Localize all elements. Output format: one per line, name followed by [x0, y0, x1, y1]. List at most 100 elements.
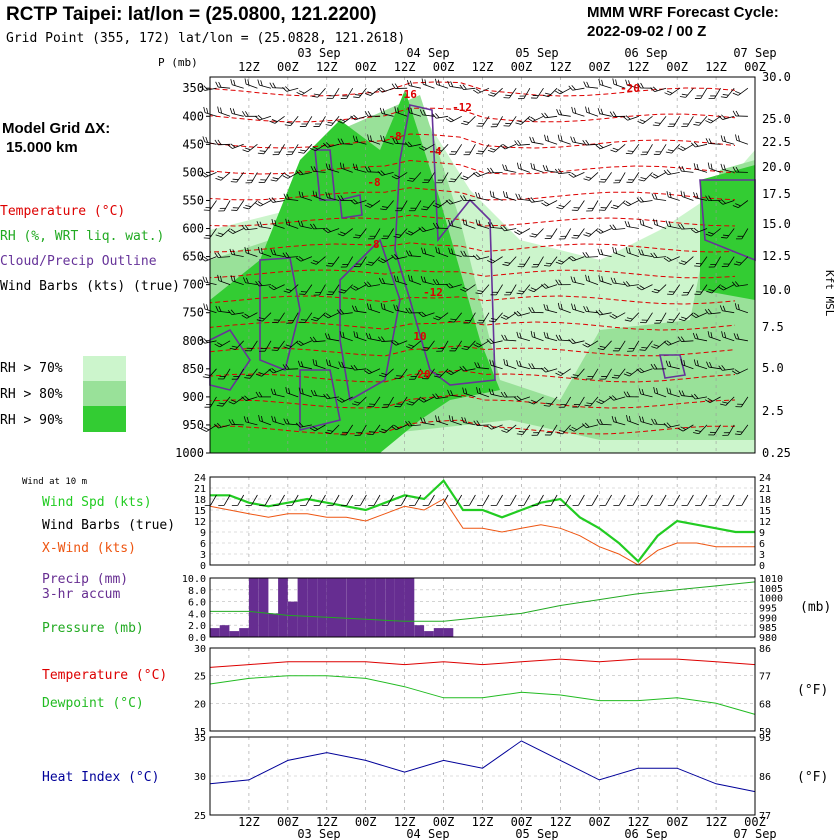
left-tick: 15: [194, 727, 206, 738]
wind-barb: [418, 396, 435, 403]
wind-barb: [377, 336, 394, 342]
surface-wind-barb: [477, 494, 490, 506]
wind-barb: [503, 116, 517, 127]
wind-barb: [718, 114, 735, 120]
wind-barb: [272, 312, 285, 324]
top-hour-label: 00Z: [511, 60, 533, 74]
wind-barb: [214, 422, 231, 429]
temperature-contour: [209, 369, 736, 383]
wind-barb: [626, 414, 640, 426]
wind-barb: [405, 228, 422, 236]
wind-barb: [201, 424, 217, 432]
wind-barb: [379, 107, 394, 117]
bottom-date-label: 06 Sep: [624, 827, 667, 840]
wind-barb: [326, 359, 340, 370]
top-date-label: 03 Sep: [297, 46, 340, 60]
wind-barb: [421, 340, 435, 351]
wind-barb: [340, 256, 354, 268]
wind-barb: [420, 275, 435, 285]
wind-barb: [597, 340, 612, 351]
right-tick: 995: [759, 604, 777, 615]
heat-index-line: [209, 740, 756, 793]
wind-barb: [447, 80, 462, 89]
wind-barb: [581, 422, 599, 429]
top-hour-label: 12Z: [238, 60, 260, 74]
right-tick: 12: [759, 517, 771, 528]
height-tick: 25.0: [762, 112, 791, 126]
wind-barb: [445, 199, 462, 205]
wind-barb: [625, 79, 639, 89]
wind-barb: [449, 144, 463, 155]
wind-barb: [625, 144, 640, 155]
wind-barb: [215, 81, 231, 89]
wind-barb: [230, 79, 244, 89]
top-hour-label: 12Z: [550, 60, 572, 74]
wind-barb: [418, 226, 435, 233]
wind-barb: [568, 255, 585, 262]
dewpoint-line: [209, 675, 756, 715]
wind-barb: [693, 116, 708, 126]
wind-panel-title: Wind at 10 m: [22, 477, 87, 487]
top-hour-label: 12Z: [394, 60, 416, 74]
wind-barb: [310, 165, 326, 173]
wind-barb: [583, 306, 599, 314]
wind-barb: [244, 246, 258, 257]
wind-barb: [202, 136, 217, 145]
wind-barb: [636, 284, 653, 291]
wind-barb: [254, 114, 272, 121]
surface-wind-barb: [381, 494, 394, 506]
pressure-tick: 800: [182, 334, 204, 348]
wind-barb: [433, 368, 449, 378]
model-grid-value: 15.000 km: [6, 139, 78, 156]
wind-barb: [366, 256, 381, 266]
wind-barb: [472, 254, 490, 260]
wind-barb: [568, 172, 585, 178]
wind-barb: [541, 283, 558, 289]
wind-barb: [447, 389, 462, 398]
wind-barb: [271, 218, 285, 229]
wind-barb: [217, 274, 231, 285]
wind-barb: [310, 143, 326, 152]
wind-barb: [663, 340, 680, 346]
wind-barb: [299, 116, 313, 127]
wind-barb: [557, 134, 571, 145]
wind-barb: [653, 144, 667, 155]
wind-barb: [502, 256, 517, 266]
right-tick: 980: [759, 633, 777, 644]
surface-wind-barb: [681, 494, 694, 506]
right-tick: 3: [759, 550, 765, 561]
wind-barb: [556, 424, 571, 435]
wind-barb: [694, 256, 708, 267]
wind-speed-label: Wind Spd (kts): [42, 495, 152, 510]
wind-barb: [380, 200, 394, 211]
precip-bar: [239, 628, 249, 637]
wind-barb: [200, 85, 217, 91]
wind-barb: [285, 387, 299, 398]
wind-barb: [270, 388, 285, 398]
wind-barb: [419, 109, 435, 117]
wind-barb: [227, 228, 244, 234]
surface-wind-barb: [231, 494, 245, 506]
wind-barb: [405, 250, 421, 257]
wind-barb: [583, 228, 599, 237]
surface-wind-barb: [572, 494, 585, 506]
wind-barb: [487, 256, 503, 264]
bottom-hour-label: 12Z: [472, 815, 494, 829]
sounding-panel: -16 -12 -20 -8 -4 -8 -8 -12 10 20 P (mb) 350 400 45…: [158, 56, 836, 460]
wind-barb: [323, 227, 340, 233]
wind-barb: [245, 172, 258, 184]
wind-barb: [259, 340, 272, 352]
wind-barb: [543, 303, 558, 314]
pressure-tick: 550: [182, 193, 204, 207]
wind-barb: [255, 200, 272, 207]
wind-barb: [732, 281, 748, 287]
wind-series: [209, 479, 755, 566]
surface-wind-barb: [409, 494, 422, 506]
wind-barbs-label: Wind Barbs (true): [42, 518, 175, 533]
precip-bar: [219, 625, 230, 637]
temperature-contour-label: -8: [367, 176, 380, 189]
wind-barb: [557, 302, 571, 314]
wind-barb: [610, 200, 626, 210]
right-tick: 77: [759, 811, 771, 822]
wind-barb: [231, 200, 245, 211]
